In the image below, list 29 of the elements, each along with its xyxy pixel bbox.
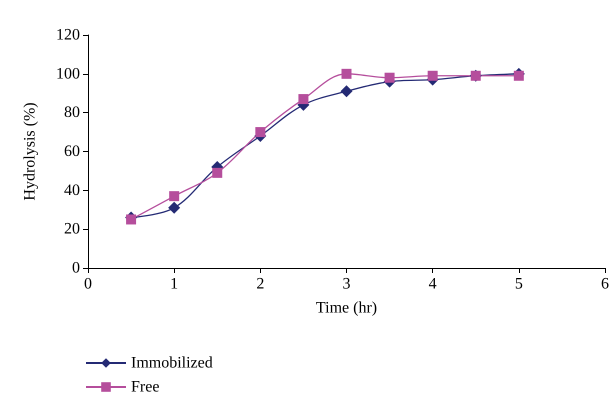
y-tick-label: 120 (56, 26, 80, 44)
point (212, 168, 222, 178)
legend-label: Free (131, 378, 160, 396)
y-tick-label: 40 (64, 182, 80, 199)
point (514, 70, 524, 81)
point (169, 191, 180, 202)
y-tick-label: 20 (64, 220, 80, 238)
point (126, 214, 136, 224)
point (428, 70, 438, 81)
x-tick-label: 6 (601, 276, 609, 292)
point (384, 72, 395, 83)
y-tick-label: 80 (64, 104, 80, 122)
x-tick-label: 5 (514, 276, 523, 292)
legend-label: Immobilized (131, 354, 213, 372)
x-tick-label: 3 (342, 276, 350, 292)
x-axis-title: Time (hr) (316, 300, 378, 316)
y-tick-label: 60 (64, 143, 80, 160)
point (342, 68, 352, 79)
point (255, 127, 266, 138)
x-tick-label: 2 (256, 276, 264, 292)
y-axis-title: Hydrolysis (%) (22, 102, 38, 201)
y-tick-label: 100 (56, 65, 80, 82)
y-tick-label: 0 (72, 260, 80, 276)
point (298, 94, 308, 104)
x-tick-label: 4 (428, 276, 437, 292)
point (168, 202, 180, 214)
point (340, 85, 352, 98)
x-tick-label: 1 (170, 276, 178, 292)
x-tick-label: 0 (84, 276, 92, 292)
